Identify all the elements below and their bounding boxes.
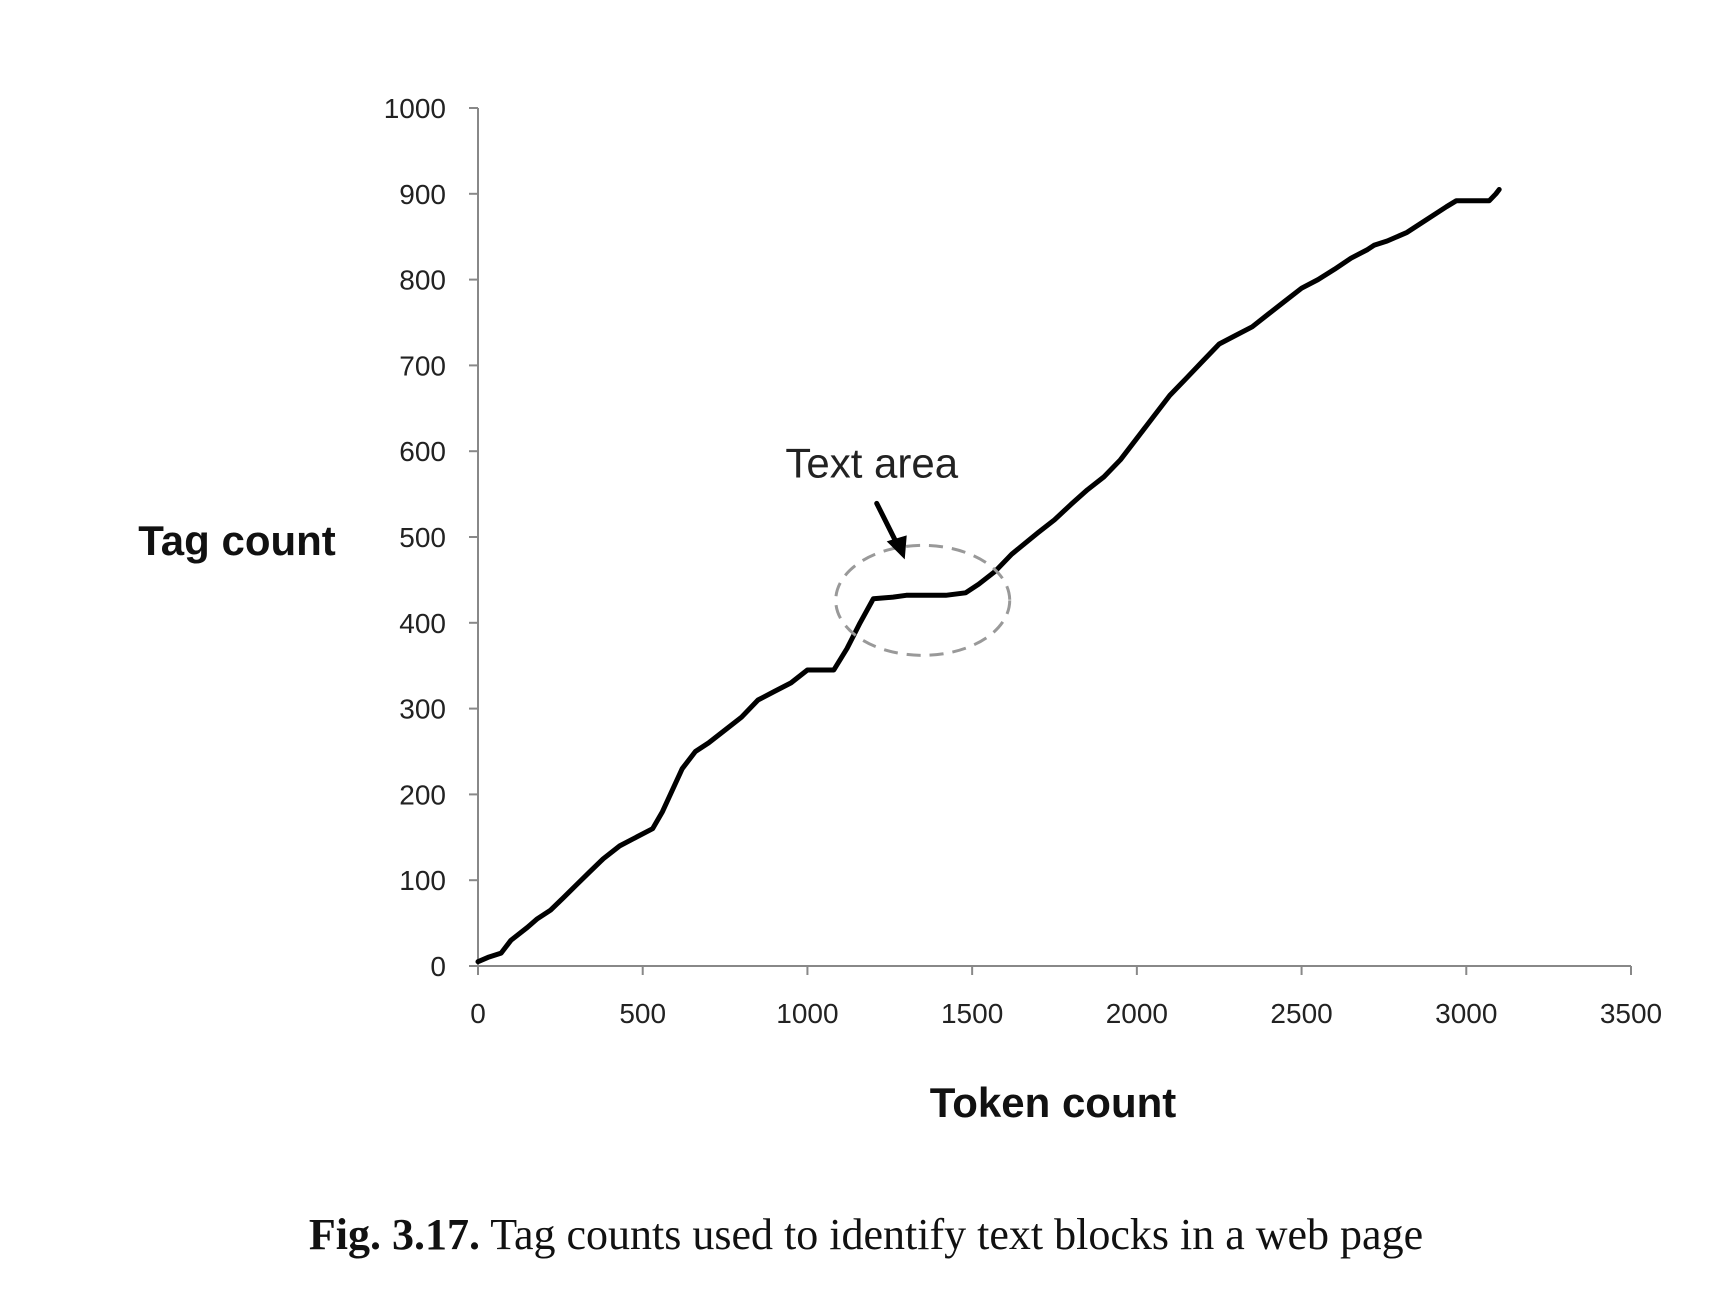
x-tick-label: 3000 (1435, 998, 1497, 1029)
annotation-text-area: Text area (785, 439, 958, 486)
x-tick-label: 1500 (941, 998, 1003, 1029)
x-tick-label: 1000 (776, 998, 838, 1029)
y-tick-label: 0 (430, 951, 446, 982)
x-tick-label: 3500 (1600, 998, 1662, 1029)
y-tick-label: 200 (399, 779, 446, 810)
series-line (475, 187, 1502, 965)
figure-caption: Fig. 3.17. Tag counts used to identify t… (0, 1208, 1732, 1262)
caption-label: Fig. 3.17. (308, 1210, 480, 1259)
y-tick-label: 400 (399, 608, 446, 639)
y-tick-label: 300 (399, 694, 446, 725)
chart-axes (477, 108, 1631, 967)
x-tick-label: 500 (619, 998, 666, 1029)
text-area-highlight-ellipse (834, 543, 1012, 657)
y-tick-label: 900 (399, 179, 446, 210)
y-tick-label: 500 (399, 522, 446, 553)
y-tick-label: 1000 (384, 93, 446, 124)
y-axis-title: Tag count (138, 517, 336, 564)
y-tick-label: 700 (399, 350, 446, 381)
x-tick-label: 2500 (1270, 998, 1332, 1029)
caption-text: Tag counts used to identify text blocks … (479, 1210, 1424, 1259)
y-tick-label: 100 (399, 865, 446, 896)
y-axis-ticks: 0 100 200 300 400 500 600 700 800 900 1000 (384, 93, 478, 982)
x-tick-label: 0 (470, 998, 486, 1029)
annotation-arrow-icon (874, 500, 907, 560)
x-axis-title: Token count (930, 1079, 1177, 1126)
x-tick-label: 2000 (1106, 998, 1168, 1029)
x-axis-ticks: 0 500 1000 1500 2000 2500 3000 3500 (470, 966, 1662, 1029)
y-tick-label: 800 (399, 265, 446, 296)
y-tick-label: 600 (399, 436, 446, 467)
